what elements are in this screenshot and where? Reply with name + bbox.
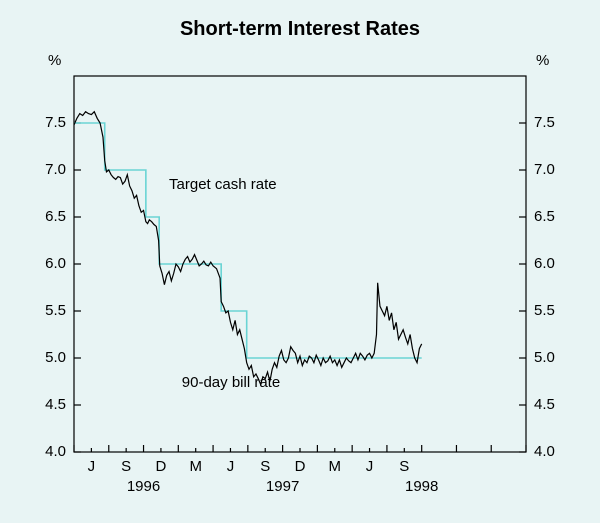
y-axis-unit-left: % [48, 52, 61, 69]
x-tick-0: J [88, 458, 96, 475]
label-target-cash-rate: Target cash rate [169, 176, 277, 193]
x-tick-7: M [329, 458, 342, 475]
x-tick-1: S [121, 458, 131, 475]
y-tick-left-1: 4.5 [34, 396, 66, 413]
x-year-2: 1998 [405, 478, 438, 495]
x-tick-6: D [295, 458, 306, 475]
y-tick-left-2: 5.0 [34, 349, 66, 366]
x-tick-8: J [366, 458, 374, 475]
x-tick-9: S [399, 458, 409, 475]
x-tick-5: S [260, 458, 270, 475]
x-tick-3: M [189, 458, 202, 475]
y-tick-right-7: 7.5 [534, 114, 566, 131]
y-tick-right-4: 6.0 [534, 255, 566, 272]
y-tick-left-0: 4.0 [34, 443, 66, 460]
y-tick-right-2: 5.0 [534, 349, 566, 366]
y-tick-right-1: 4.5 [534, 396, 566, 413]
y-tick-right-0: 4.0 [534, 443, 566, 460]
x-year-1: 1997 [266, 478, 299, 495]
series-target-cash-rate [74, 123, 422, 358]
series-90day-bill-rate [74, 112, 422, 385]
label-90day-bill-rate: 90-day bill rate [182, 374, 280, 391]
y-tick-left-6: 7.0 [34, 161, 66, 178]
chart-container: Short-term Interest Rates %%4.04.04.54.5… [0, 0, 600, 523]
y-tick-right-6: 7.0 [534, 161, 566, 178]
y-tick-right-5: 6.5 [534, 208, 566, 225]
y-tick-left-5: 6.5 [34, 208, 66, 225]
chart-svg [0, 0, 600, 523]
y-tick-left-3: 5.5 [34, 302, 66, 319]
y-tick-left-7: 7.5 [34, 114, 66, 131]
x-tick-4: J [227, 458, 235, 475]
x-tick-2: D [156, 458, 167, 475]
y-tick-left-4: 6.0 [34, 255, 66, 272]
y-tick-right-3: 5.5 [534, 302, 566, 319]
y-axis-unit-right: % [536, 52, 549, 69]
x-year-0: 1996 [127, 478, 160, 495]
